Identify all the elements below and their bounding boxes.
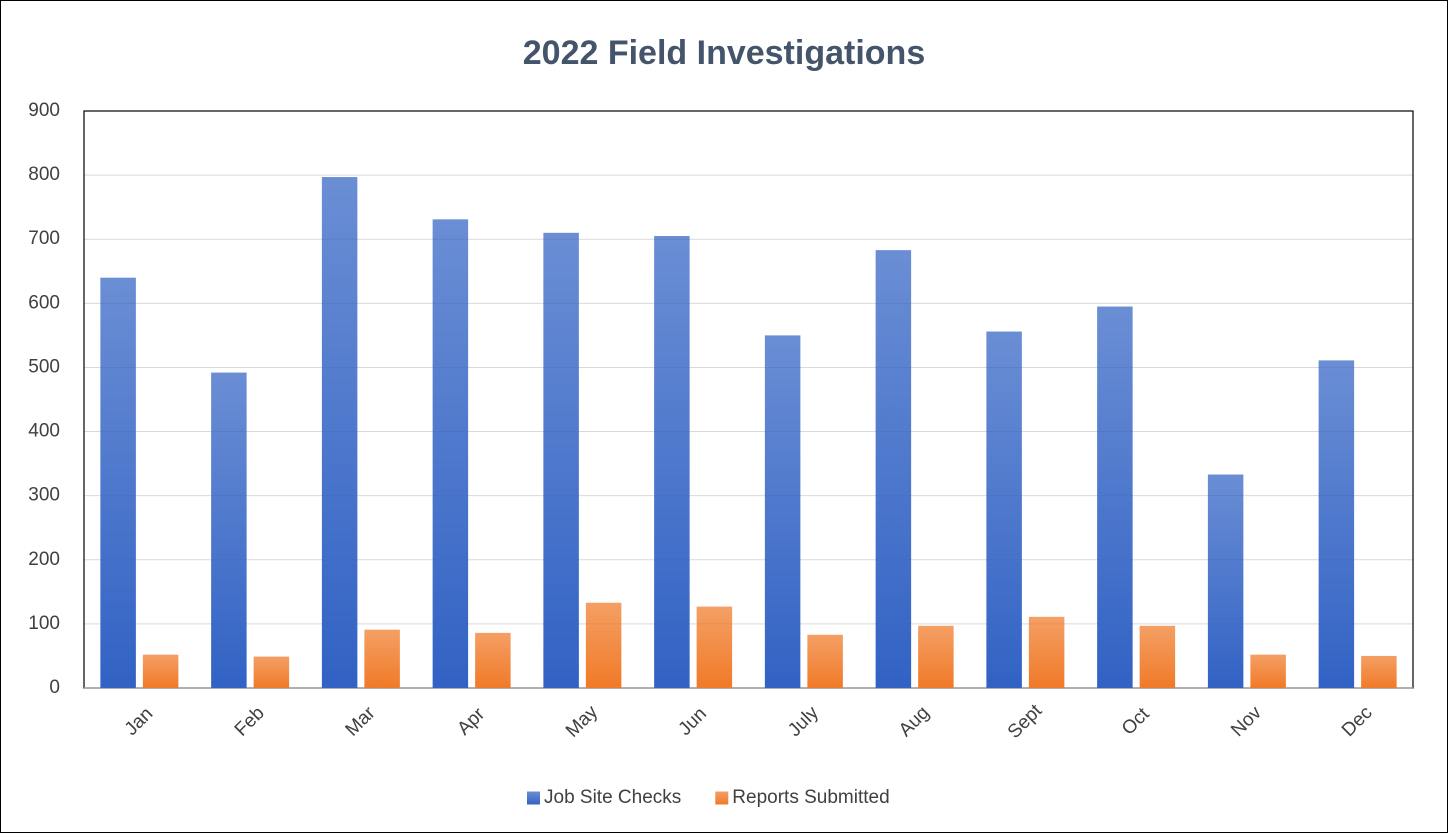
y-tick-label: 0 [49, 677, 60, 698]
bar [807, 634, 843, 688]
bar [475, 632, 511, 688]
y-tick-label: 100 [28, 613, 60, 634]
y-tick-label: 600 [28, 292, 60, 313]
legend-swatch [715, 791, 729, 805]
bar [253, 656, 290, 688]
bar [875, 250, 912, 689]
y-tick-label: 800 [28, 164, 60, 185]
bar [432, 219, 469, 688]
bar [585, 602, 622, 688]
legend-label: Reports Submitted [732, 787, 889, 808]
bar [986, 331, 1022, 688]
bar [918, 625, 954, 688]
bar [654, 236, 690, 688]
bar [764, 335, 801, 688]
legend-label: Job Site Checks [544, 787, 681, 808]
bar [1097, 306, 1133, 688]
bar [211, 372, 247, 688]
bar [100, 277, 136, 688]
bar [1207, 474, 1244, 688]
bar [1250, 654, 1286, 688]
y-tick-label: 500 [28, 356, 60, 377]
chart-title: 2022 Field Investigations [523, 34, 925, 72]
bar [321, 177, 358, 689]
bar [543, 232, 579, 689]
bar [1028, 616, 1065, 688]
y-tick-label: 300 [28, 485, 60, 506]
bar [696, 606, 733, 688]
y-tick-label: 900 [28, 100, 60, 121]
y-tick-label: 700 [28, 228, 60, 249]
bar [1318, 360, 1355, 688]
y-tick-label: 200 [28, 549, 60, 570]
legend-swatch [527, 791, 540, 805]
y-tick-label: 400 [28, 421, 60, 442]
bar [142, 654, 179, 688]
bar [364, 629, 400, 688]
bar [1361, 655, 1397, 688]
bar [1139, 625, 1176, 688]
